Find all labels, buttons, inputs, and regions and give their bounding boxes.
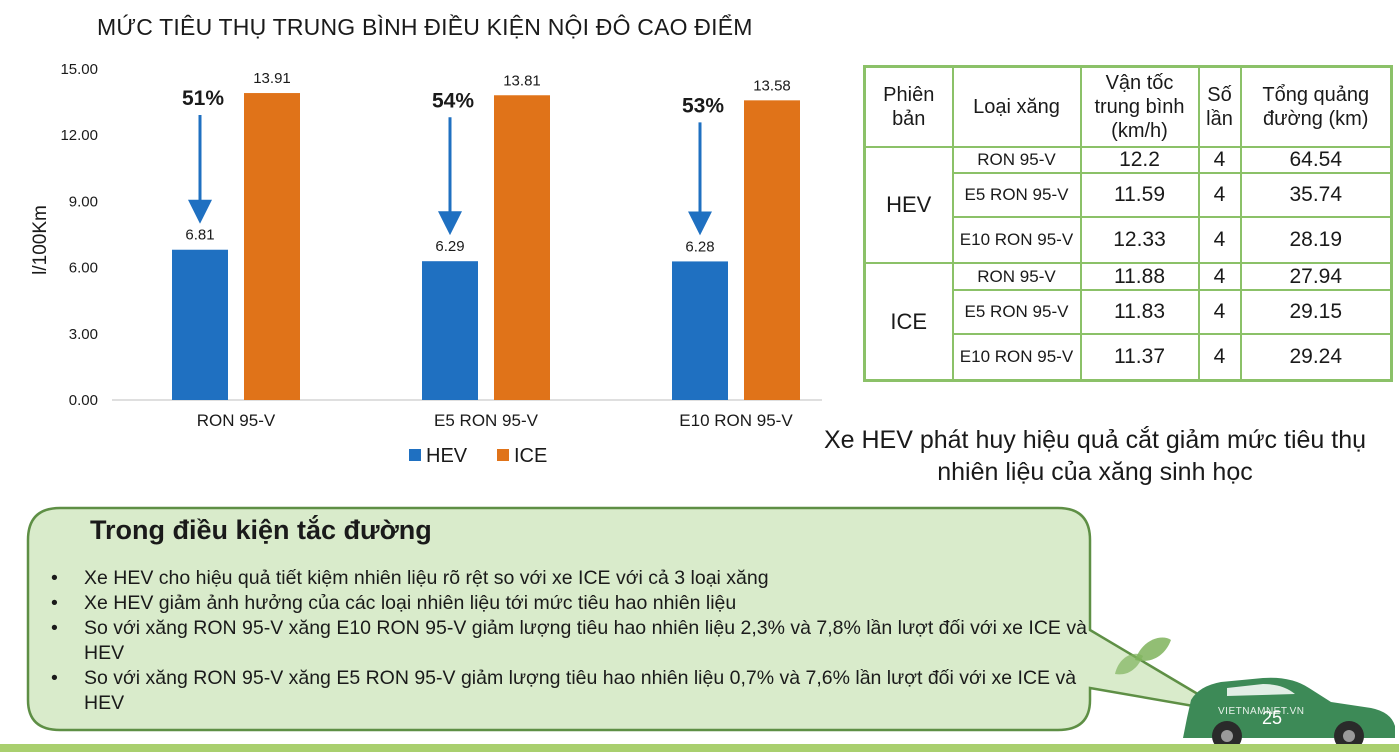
bullet-dot: •: [51, 567, 58, 589]
y-tick-label: 6.00: [69, 260, 98, 277]
table-cell: 28.19: [1239, 216, 1393, 265]
table-cell: 11.83: [1079, 288, 1200, 336]
bullet-text: Xe HEV giảm ảnh hưởng của các loại nhiên…: [84, 592, 737, 614]
reduction-annotation: 53%: [682, 94, 724, 117]
bottom-bar: [0, 744, 1399, 752]
table-cell: E10 RON 95-V: [951, 333, 1082, 382]
bullet-dot: •: [51, 617, 58, 639]
table-cell: 4: [1197, 216, 1242, 265]
bar-ice: [494, 95, 550, 400]
bar-value-label: 13.58: [753, 77, 791, 94]
table-cell: 4: [1197, 145, 1242, 174]
table-group-cell: ICE: [863, 262, 954, 382]
bullet-item: • So với xăng RON 95-V xăng E10 RON 95-V…: [48, 616, 1098, 666]
leaf-icon: [1135, 637, 1171, 662]
bullet-text: Xe HEV cho hiệu quả tiết kiệm nhiên liệu…: [84, 567, 769, 589]
table-cell: 29.15: [1239, 288, 1393, 336]
y-tick-label: 15.00: [60, 61, 98, 78]
bullet-item: • So với xăng RON 95-V xăng E5 RON 95-V g…: [48, 666, 1098, 716]
table-header-cell: Phiên bản: [863, 65, 954, 148]
data-table: Phiên bản Loại xăng Vận tốc trung bình (…: [863, 65, 1393, 382]
table-cell: E5 RON 95-V: [951, 171, 1082, 219]
chart-title: MỨC TIÊU THỤ TRUNG BÌNH ĐIỀU KIỆN NỘI ĐÔ…: [97, 14, 753, 40]
x-tick-label: RON 95-V: [197, 411, 276, 430]
table-row: HEV RON 95-V 12.2 4 64.54: [863, 145, 1393, 265]
bullet-item: • Xe HEV cho hiệu quả tiết kiệm nhiên liệ…: [48, 566, 1098, 591]
table-cell: 35.74: [1239, 171, 1393, 219]
bullet-text: So với xăng RON 95-V xăng E5 RON 95-V gi…: [84, 667, 1077, 714]
bullet-dot: •: [51, 592, 58, 614]
watermark: VIETNAMNET.VN: [1218, 706, 1305, 717]
table-row: E5 RON 95-V 11.59 4 35.74: [865, 171, 1393, 219]
table-cell: 64.54: [1239, 145, 1393, 174]
table-cell: 11.37: [1079, 333, 1200, 382]
table-cell: E10 RON 95-V: [951, 216, 1082, 265]
note-text: Xe HEV phát huy hiệu quả cắt giảm mức ti…: [823, 426, 1367, 486]
bar-hev: [672, 261, 728, 400]
table-cell: 4: [1197, 333, 1242, 382]
page-number: 25: [1262, 708, 1283, 728]
table-cell: E5 RON 95-V: [951, 288, 1082, 336]
table-row: ICE RON 95-V 11.88 4 27.94: [863, 262, 1393, 382]
table-cell: RON 95-V: [951, 262, 1082, 291]
car-illustration: [1115, 637, 1395, 744]
bar-value-label: 13.81: [503, 72, 541, 89]
bullet-text: So với xăng RON 95-V xăng E10 RON 95-V g…: [84, 617, 1087, 664]
x-tick-label: E5 RON 95-V: [434, 411, 539, 430]
y-tick-label: 12.00: [60, 127, 98, 144]
reduction-annotation: 51%: [182, 87, 224, 110]
legend-label: HEV: [426, 445, 468, 467]
reduction-annotation: 54%: [432, 89, 474, 112]
table-header-cell: Loại xăng: [951, 65, 1082, 148]
table-cell: 4: [1197, 262, 1242, 291]
y-tick-label: 9.00: [69, 193, 98, 210]
table-cell: 11.88: [1079, 262, 1200, 291]
bullet-item: • Xe HEV giảm ảnh hưởng của các loại nhiê…: [48, 591, 1098, 616]
legend-swatch: [497, 449, 509, 461]
table-row: E10 RON 95-V 12.33 4 28.19: [865, 216, 1393, 265]
bar-hev: [172, 249, 228, 400]
x-tick-label: E10 RON 95-V: [679, 411, 793, 430]
table-row: E10 RON 95-V 11.37 4 29.24: [865, 333, 1393, 382]
bar-ice: [744, 100, 800, 401]
bar-value-label: 6.81: [185, 227, 214, 244]
table-cell: RON 95-V: [951, 145, 1082, 174]
table-cell: 29.24: [1239, 333, 1393, 382]
y-tick-label: 3.00: [69, 326, 98, 343]
y-axis-title: l/100Km: [30, 205, 51, 275]
legend-swatch: [409, 449, 421, 461]
table-cell: 27.94: [1239, 262, 1393, 291]
bar-chart: l/100Km 0.00 3.00 6.00 9.00 12.00 15.00 6.81 1…: [30, 61, 822, 467]
bar-value-label: 6.29: [435, 238, 464, 255]
table-group-cell: HEV: [863, 145, 954, 265]
table-header-cell: Vận tốc trung bình (km/h): [1079, 65, 1200, 148]
table-cell: 12.33: [1079, 216, 1200, 265]
callout-shape: [26, 506, 1229, 732]
table-cell: 4: [1197, 288, 1242, 336]
bar-value-label: 6.28: [685, 238, 714, 255]
table-cell: 11.59: [1079, 171, 1200, 219]
callout-title: Trong điều kiện tắc đường: [90, 515, 432, 545]
table-row: E5 RON 95-V 11.83 4 29.15: [865, 288, 1393, 336]
bar-hev: [422, 261, 478, 400]
bullet-dot: •: [51, 667, 58, 689]
table-header-cell: Tổng quảng đường (km): [1239, 65, 1393, 148]
table-cell: 12.2: [1079, 145, 1200, 174]
y-tick-label: 0.00: [69, 392, 98, 409]
bar-ice: [244, 93, 300, 400]
legend-label: ICE: [514, 445, 547, 467]
bar-value-label: 13.91: [253, 70, 291, 87]
callout-box: [26, 506, 1229, 732]
bullet-list: • Xe HEV cho hiệu quả tiết kiệm nhiên liệ…: [48, 566, 1098, 716]
table-cell: 4: [1197, 171, 1242, 219]
table-header-cell: Số lần: [1197, 65, 1242, 148]
leaf-icon: [1115, 653, 1143, 675]
